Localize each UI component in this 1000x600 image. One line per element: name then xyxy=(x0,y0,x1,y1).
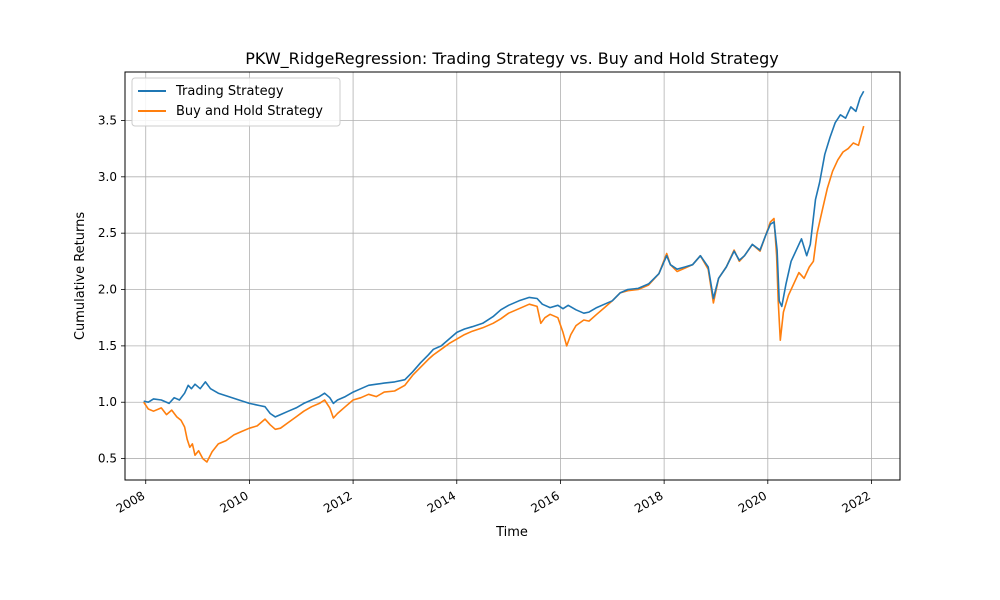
legend: Trading Strategy Buy and Hold Strategy xyxy=(131,77,341,127)
series-layer xyxy=(143,90,865,463)
legend-label-buyhold: Buy and Hold Strategy xyxy=(176,104,323,119)
chart-title: PKW_RidgeRegression: Trading Strategy vs… xyxy=(245,49,778,69)
y-tick-label: 3.5 xyxy=(98,113,117,127)
y-tick-label: 1.0 xyxy=(98,395,117,409)
grid xyxy=(125,72,900,480)
y-tick-label: 3.0 xyxy=(98,170,117,184)
series-buy-and-hold-line xyxy=(143,125,865,463)
y-tick-label: 2.0 xyxy=(98,283,117,297)
x-axis-label: Time xyxy=(495,525,528,540)
y-tick-label: 2.5 xyxy=(98,226,117,240)
y-axis-label: Cumulative Returns xyxy=(73,212,88,340)
legend-box xyxy=(131,77,341,127)
y-tick-label: 1.5 xyxy=(98,339,117,353)
legend-label-trading: Trading Strategy xyxy=(175,84,284,99)
series-trading-strategy-line xyxy=(143,90,865,418)
plot-frame xyxy=(124,71,901,481)
y-tick-label: 0.5 xyxy=(98,452,117,466)
y-axis-ticks: 0.5 1.0 1.5 2.0 2.5 3.0 3.5 xyxy=(98,113,125,466)
